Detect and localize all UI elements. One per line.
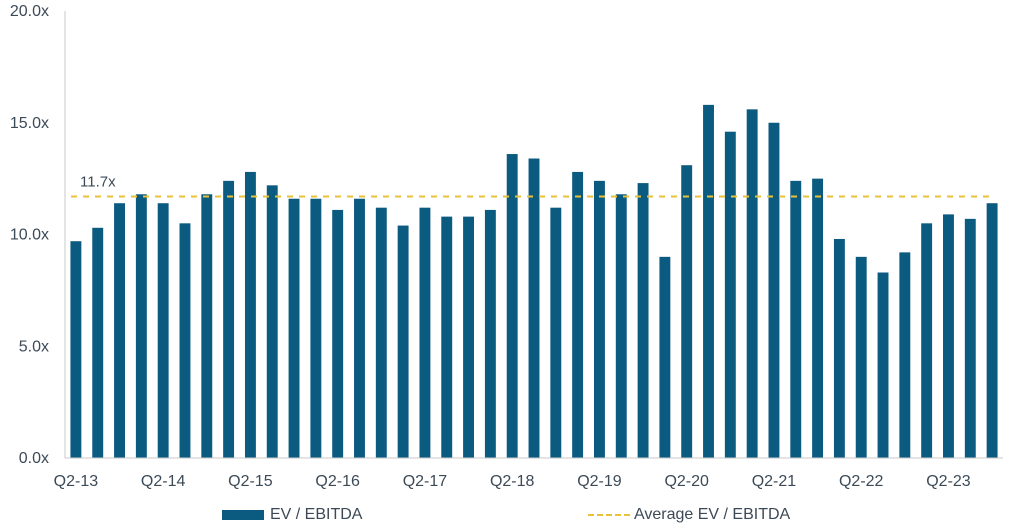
x-tick-label: Q2-20 — [664, 473, 709, 490]
x-tick-label: Q2-22 — [839, 473, 884, 490]
bar — [157, 203, 169, 458]
y-tick-label: 5.0x — [19, 338, 49, 355]
bar — [724, 131, 736, 458]
bar — [506, 154, 518, 459]
bar — [943, 214, 954, 458]
bar — [812, 178, 824, 459]
bar — [899, 252, 911, 458]
bar — [703, 104, 714, 459]
x-tick-label: Q2-23 — [926, 473, 971, 490]
bars — [70, 104, 998, 459]
bar — [288, 198, 300, 459]
average-line-group: 11.7x — [71, 174, 993, 198]
x-tick-label: Q2-15 — [228, 473, 273, 490]
bar — [375, 207, 387, 458]
bar — [419, 207, 431, 458]
bar — [114, 203, 125, 458]
bar — [550, 207, 562, 458]
bar — [921, 223, 933, 458]
average-value-label: 11.7x — [80, 174, 116, 191]
bar — [223, 180, 235, 459]
y-axis: 0.0x 5.0x 10.0x 15.0x 20.0x — [10, 3, 66, 467]
bar — [833, 238, 845, 458]
legend-line-swatch — [588, 514, 630, 516]
bar — [593, 180, 605, 459]
y-tick-label: 15.0x — [10, 115, 49, 132]
x-tick-label: Q2-13 — [54, 473, 99, 490]
bar — [310, 198, 322, 459]
bar — [986, 203, 998, 458]
bar — [201, 194, 213, 458]
bar — [681, 165, 693, 458]
x-tick-label: Q2-17 — [403, 473, 448, 490]
y-tick-label: 10.0x — [10, 227, 49, 244]
bar — [244, 171, 256, 459]
bar — [964, 218, 976, 458]
bar — [484, 209, 496, 458]
bar — [179, 223, 191, 458]
x-tick-label: Q2-18 — [490, 473, 535, 490]
bar — [572, 171, 584, 459]
x-axis: Q2-13 Q2-14 Q2-15 Q2-16 Q2-17 Q2-18 Q2-19 Q2-20… — [54, 457, 1003, 490]
x-tick-label: Q2-19 — [577, 473, 622, 490]
legend-item-average: Average EV / EBITDA — [588, 505, 790, 525]
x-tick-label: Q2-14 — [141, 473, 186, 490]
legend-label-bars: EV / EBITDA — [270, 506, 363, 523]
bar — [135, 194, 147, 458]
bar — [615, 194, 627, 458]
bar — [855, 256, 867, 458]
bar — [790, 180, 802, 459]
bar — [397, 225, 409, 458]
bar — [92, 227, 104, 458]
bar — [266, 185, 278, 458]
bar — [332, 209, 344, 458]
bar — [70, 241, 82, 458]
bar — [528, 158, 540, 458]
bar — [637, 183, 649, 458]
x-tick-label: Q2-16 — [315, 473, 360, 490]
legend-bar-swatch — [222, 510, 264, 520]
bar — [768, 122, 780, 458]
bar — [441, 216, 453, 458]
x-tick-label: Q2-21 — [752, 473, 797, 490]
y-tick-label: 0.0x — [19, 450, 49, 467]
bar — [354, 198, 365, 459]
y-tick-label: 20.0x — [10, 3, 49, 20]
legend-label-average: Average EV / EBITDA — [634, 506, 791, 523]
legend-item-bars: EV / EBITDA — [222, 505, 362, 525]
bar — [877, 272, 889, 458]
bar — [463, 216, 475, 458]
bar — [659, 256, 671, 458]
bar — [746, 109, 758, 458]
